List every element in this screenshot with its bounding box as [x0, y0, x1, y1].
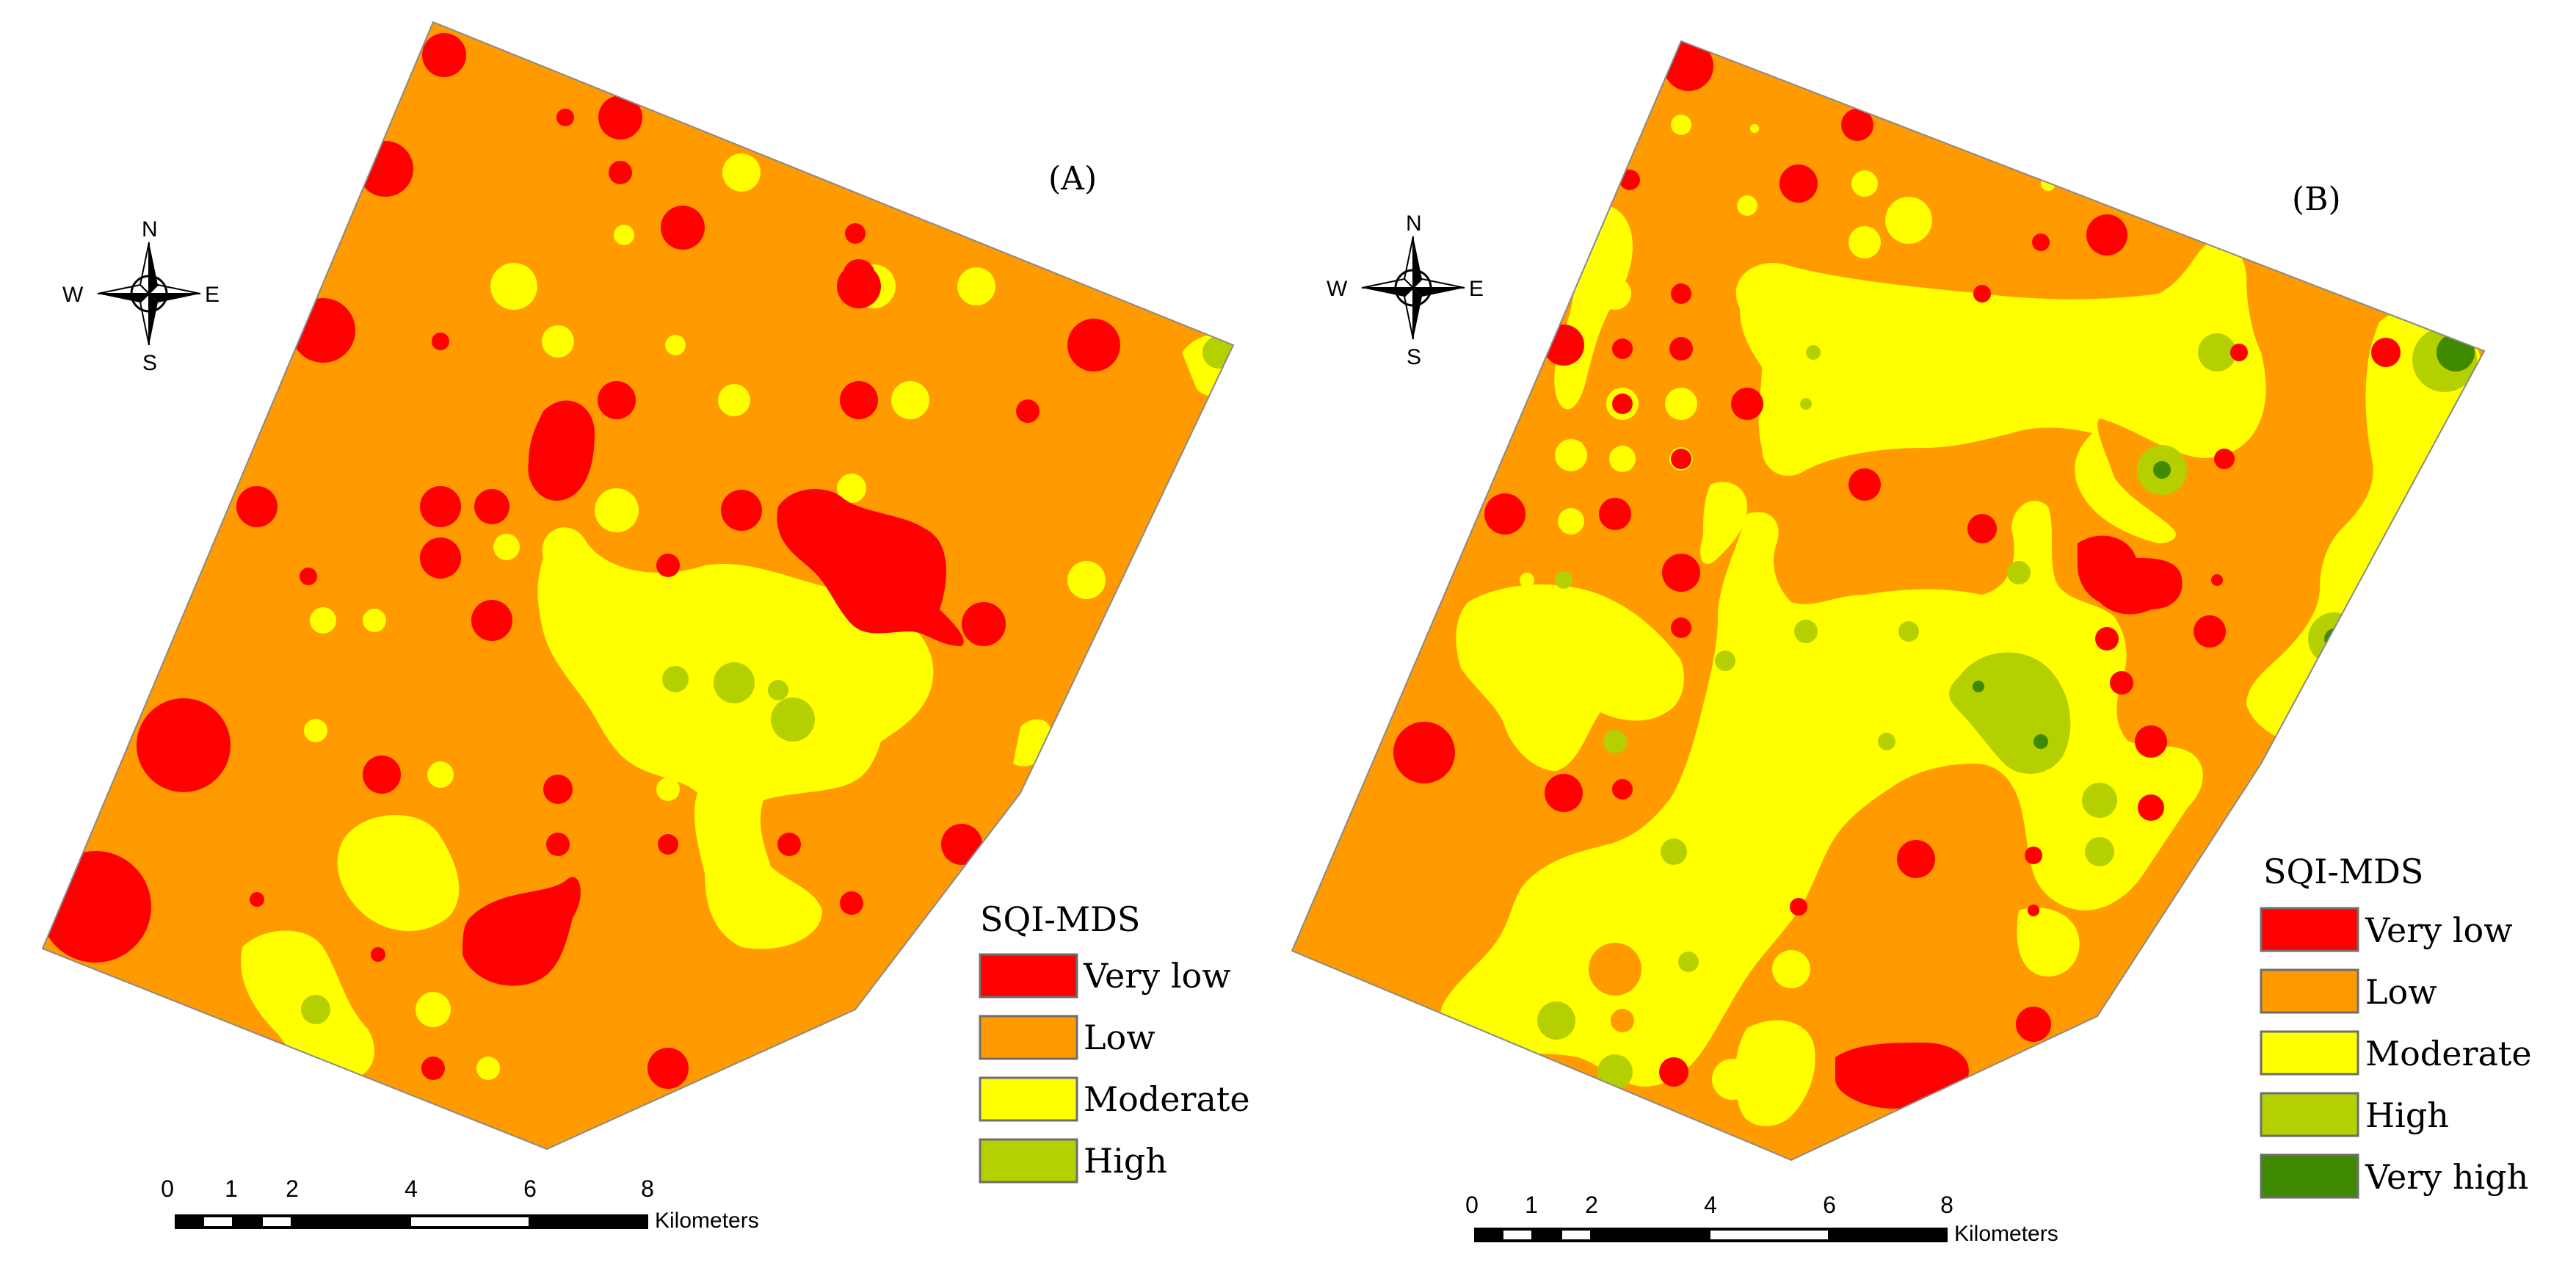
sqi-surface-b: [1292, 41, 2484, 1160]
legend-item-high: High: [2260, 1092, 2449, 1137]
compass-e: E: [1469, 277, 1484, 301]
compass-n: N: [142, 217, 158, 242]
legend-title-b: SQI-MDS: [2263, 852, 2423, 891]
svg-text:1: 1: [225, 1175, 238, 1202]
svg-text:High: High: [2365, 1095, 2449, 1135]
svg-text:2: 2: [1585, 1192, 1598, 1218]
svg-text:Very low: Very low: [2365, 910, 2513, 950]
scale-ticks-b: 0 1 2 4 6 8: [1465, 1192, 1953, 1218]
svg-text:High: High: [1084, 1141, 1167, 1181]
panel-label-a: (A): [1048, 160, 1097, 198]
scale-ticks-a: 0 1 2 4 6 8: [161, 1175, 654, 1202]
scale-bar-b: 0 1 2 4 6 8 Kilometers: [1465, 1192, 2058, 1246]
compass-rose-icon: [97, 242, 201, 346]
north-arrow-b: N S E W: [1327, 211, 1484, 369]
svg-text:8: 8: [641, 1175, 654, 1202]
north-arrow-a: N S E W: [62, 217, 219, 375]
compass-w: W: [1327, 277, 1348, 301]
svg-text:4: 4: [404, 1175, 418, 1202]
svg-text:Very low: Very low: [1083, 956, 1231, 996]
scale-bar-a: 0 1 2 4 6 8 Kilometers: [161, 1175, 759, 1233]
compass-s: S: [1407, 345, 1421, 369]
svg-text:6: 6: [1823, 1192, 1836, 1218]
legend-item-very-high: Very high: [2260, 1153, 2528, 1199]
scale-unit-b: Kilometers: [1954, 1222, 2058, 1246]
svg-text:0: 0: [1465, 1192, 1479, 1218]
svg-text:0: 0: [161, 1175, 174, 1202]
map-panel-b: [1291, 40, 2486, 1162]
scale-unit-a: Kilometers: [655, 1209, 759, 1233]
legend-a: SQI-MDS Very low Low Moderate High: [979, 899, 1250, 1184]
svg-text:Moderate: Moderate: [2365, 1034, 2532, 1073]
svg-text:1: 1: [1525, 1192, 1538, 1218]
panel-label-b: (B): [2292, 181, 2341, 218]
legend-item-very-low: Very low: [979, 953, 1231, 999]
compass-rose-icon: [1361, 236, 1465, 340]
svg-text:Very high: Very high: [2365, 1157, 2528, 1197]
legend-title-a: SQI-MDS: [980, 899, 1140, 939]
compass-e: E: [205, 283, 219, 307]
legend-item-high: High: [979, 1138, 1167, 1184]
legend-item-low: Low: [979, 1015, 1155, 1060]
svg-text:4: 4: [1704, 1192, 1717, 1218]
svg-text:6: 6: [523, 1175, 537, 1202]
legend-item-moderate: Moderate: [2260, 1030, 2532, 1076]
compass-s: S: [142, 351, 157, 375]
compass-n: N: [1406, 211, 1422, 236]
map-panel-a: [41, 21, 1235, 1151]
svg-text:Low: Low: [1084, 1018, 1155, 1057]
svg-text:8: 8: [1940, 1192, 1953, 1218]
legend-item-very-low: Very low: [2260, 907, 2513, 952]
svg-text:Low: Low: [2365, 972, 2437, 1012]
sqi-surface-a: [43, 22, 1233, 1149]
legend-b: SQI-MDS Very low Low Moderate High Very …: [2260, 852, 2532, 1199]
legend-item-moderate: Moderate: [979, 1076, 1250, 1122]
svg-text:Moderate: Moderate: [1084, 1079, 1250, 1119]
svg-text:2: 2: [286, 1175, 299, 1202]
compass-w: W: [62, 283, 84, 307]
legend-item-low: Low: [2260, 968, 2437, 1014]
